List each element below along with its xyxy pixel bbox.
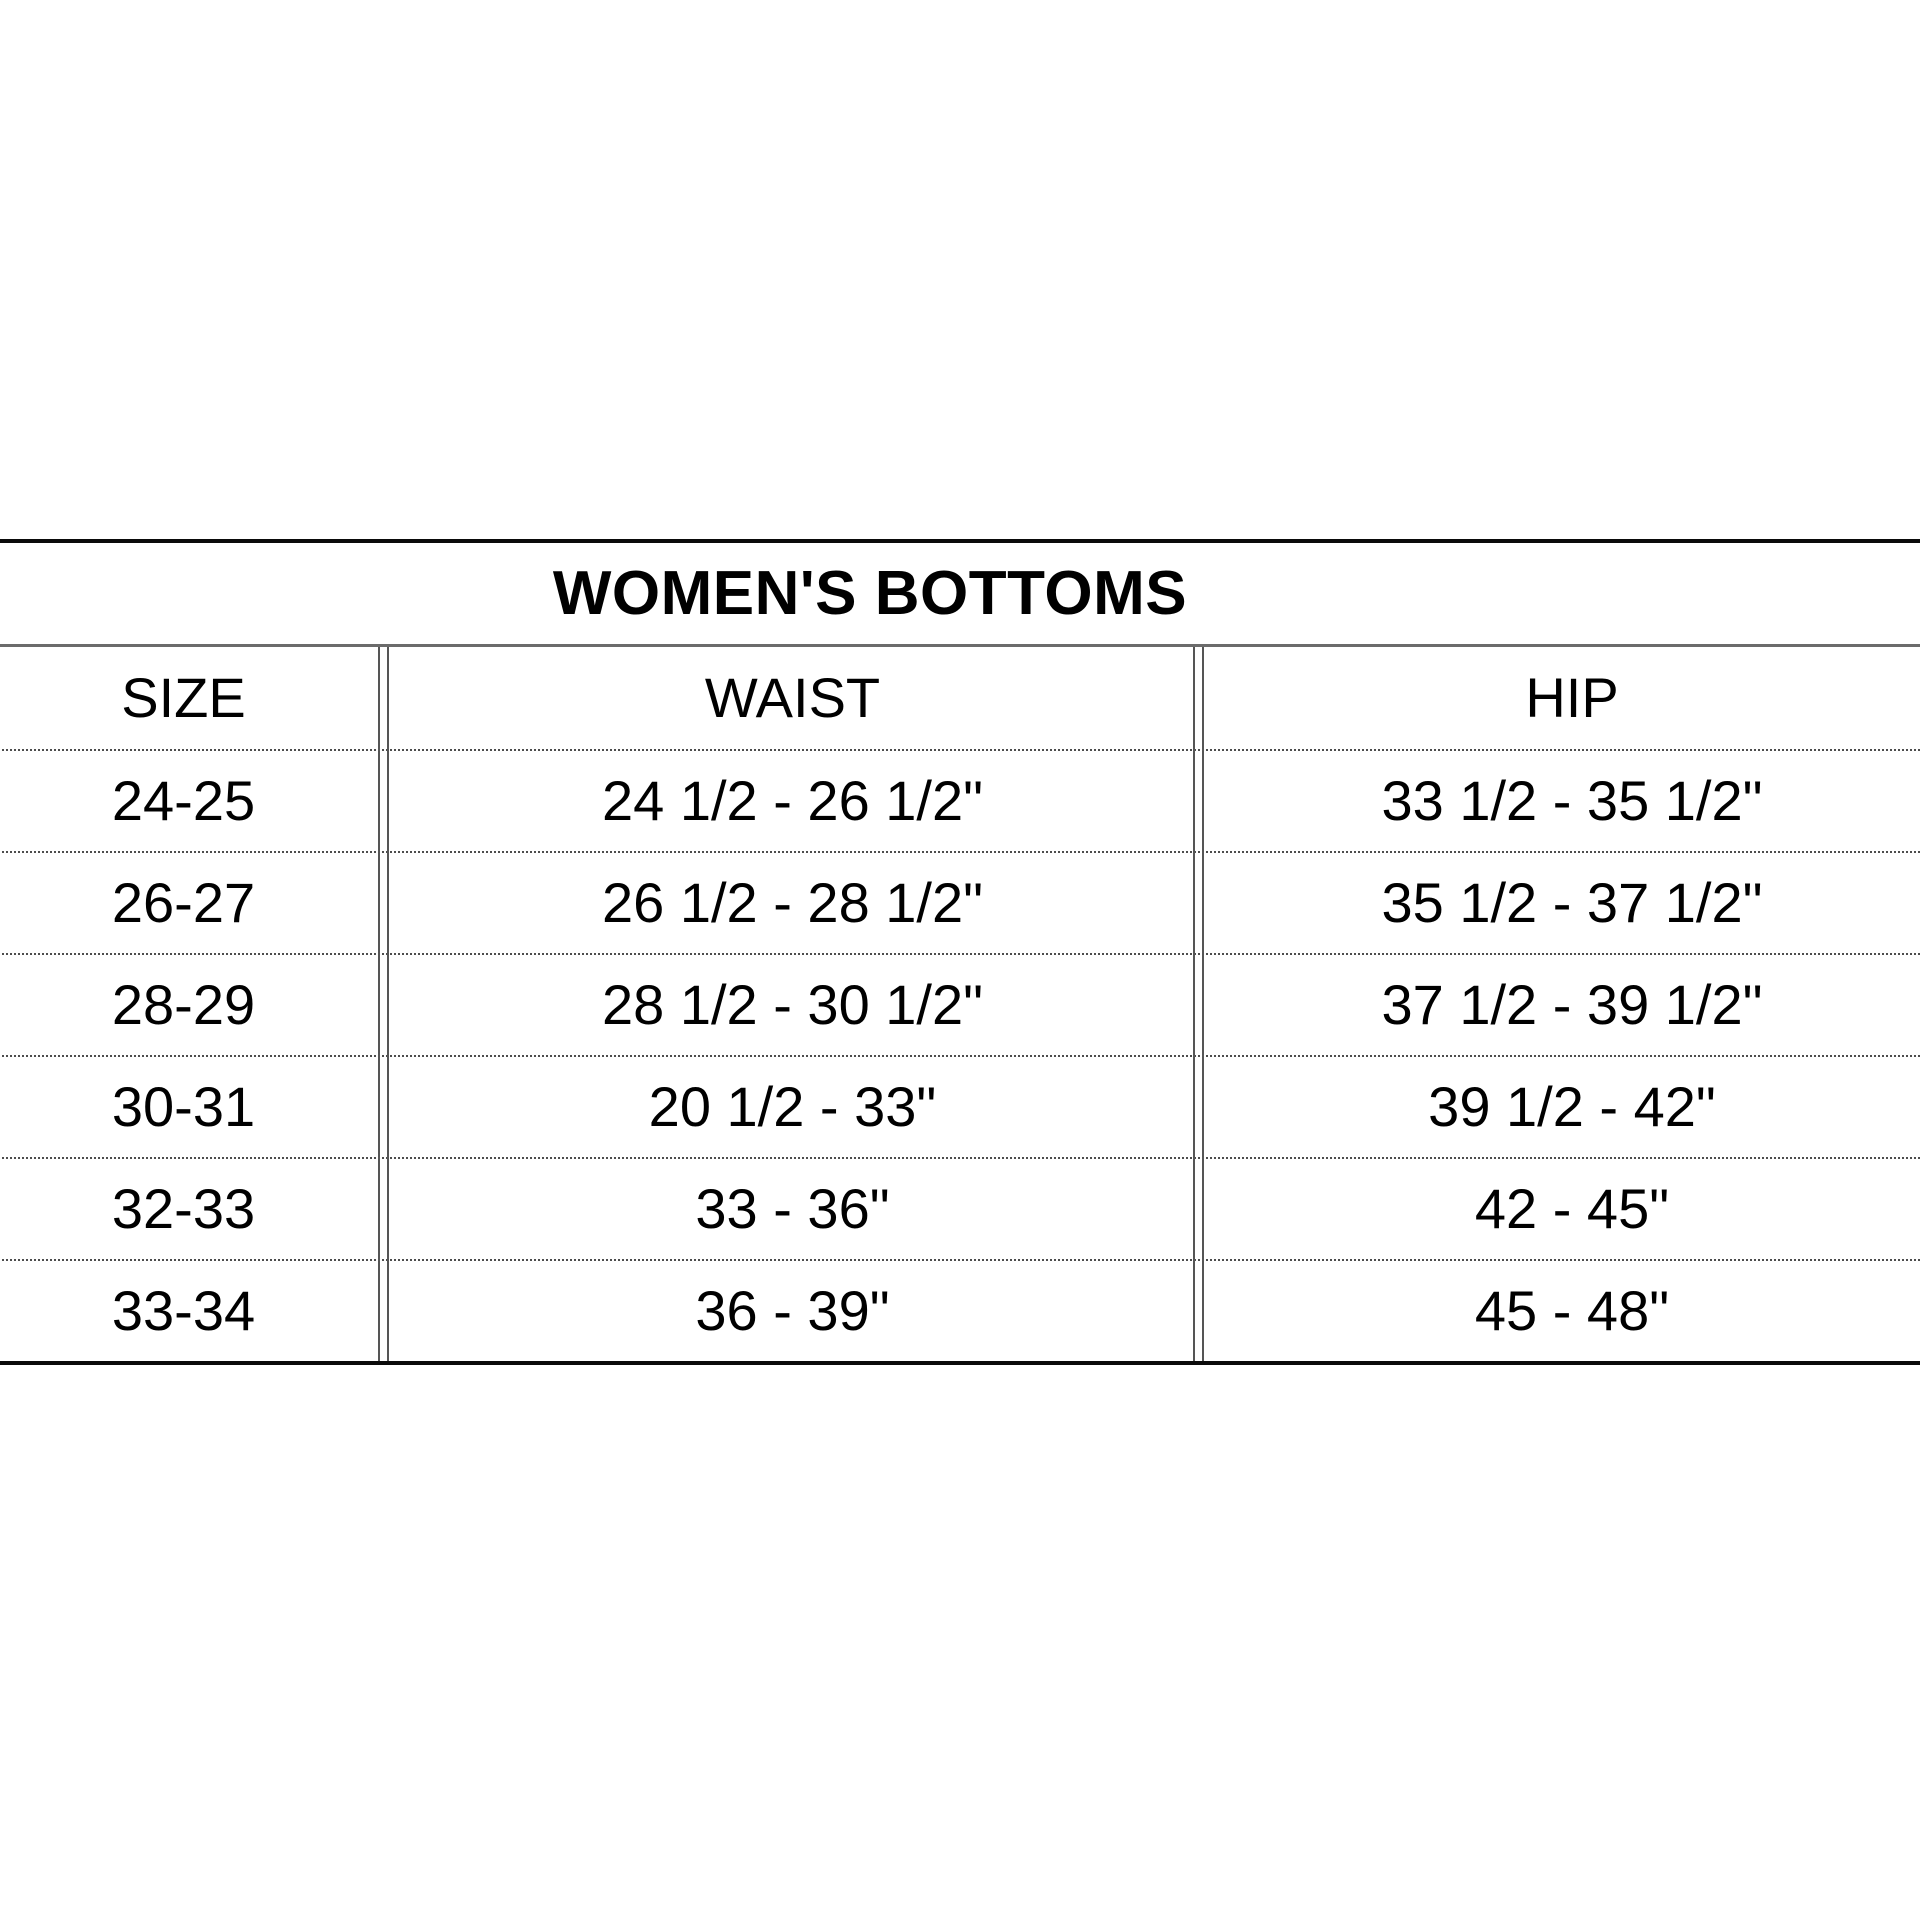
cell-waist: 24 1/2 - 26 1/2": [378, 749, 1200, 851]
cell-hip: 33 1/2 - 35 1/2": [1193, 749, 1920, 851]
table-row: 33-34 36 - 39" 45 - 48": [0, 1259, 1920, 1361]
cell-hip: 45 - 48": [1193, 1259, 1920, 1361]
page-title: WOMEN'S BOTTOMS: [552, 558, 1188, 628]
cell-size: 30-31: [111, 1075, 256, 1138]
cell-size: 26-27: [111, 871, 256, 934]
cell-size: 24-25: [111, 769, 256, 832]
cell-size: 32-33: [111, 1177, 256, 1240]
size-chart-table: WOMEN'S BOTTOMS SIZE WAIST HIP 24-25 24 …: [0, 539, 1920, 1365]
column-header-size: SIZE: [121, 666, 246, 729]
cell-hip: 42 - 45": [1193, 1157, 1920, 1259]
cell-size: 28-29: [111, 973, 256, 1036]
chart-title-band: WOMEN'S BOTTOMS: [0, 543, 1920, 647]
cell-hip: 37 1/2 - 39 1/2": [1193, 953, 1920, 1055]
cell-waist: 26 1/2 - 28 1/2": [378, 851, 1200, 953]
cell-waist: 36 - 39": [378, 1259, 1200, 1361]
table-row: 24-25 24 1/2 - 26 1/2" 33 1/2 - 35 1/2": [0, 749, 1920, 851]
table-row: 28-29 28 1/2 - 30 1/2" 37 1/2 - 39 1/2": [0, 953, 1920, 1055]
cell-hip: 39 1/2 - 42": [1193, 1055, 1920, 1157]
cell-hip: 35 1/2 - 37 1/2": [1193, 851, 1920, 953]
table-row: 26-27 26 1/2 - 28 1/2" 35 1/2 - 37 1/2": [0, 851, 1920, 953]
table-row: 30-31 20 1/2 - 33" 39 1/2 - 42": [0, 1055, 1920, 1157]
table-header-row: SIZE WAIST HIP: [0, 647, 1920, 749]
column-header-hip: HIP: [1193, 647, 1920, 749]
cell-waist: 28 1/2 - 30 1/2": [378, 953, 1200, 1055]
column-header-waist: WAIST: [378, 647, 1200, 749]
table-row: 32-33 33 - 36" 42 - 45": [0, 1157, 1920, 1259]
cell-waist: 20 1/2 - 33": [378, 1055, 1200, 1157]
cell-waist: 33 - 36": [378, 1157, 1200, 1259]
cell-size: 33-34: [111, 1279, 256, 1342]
